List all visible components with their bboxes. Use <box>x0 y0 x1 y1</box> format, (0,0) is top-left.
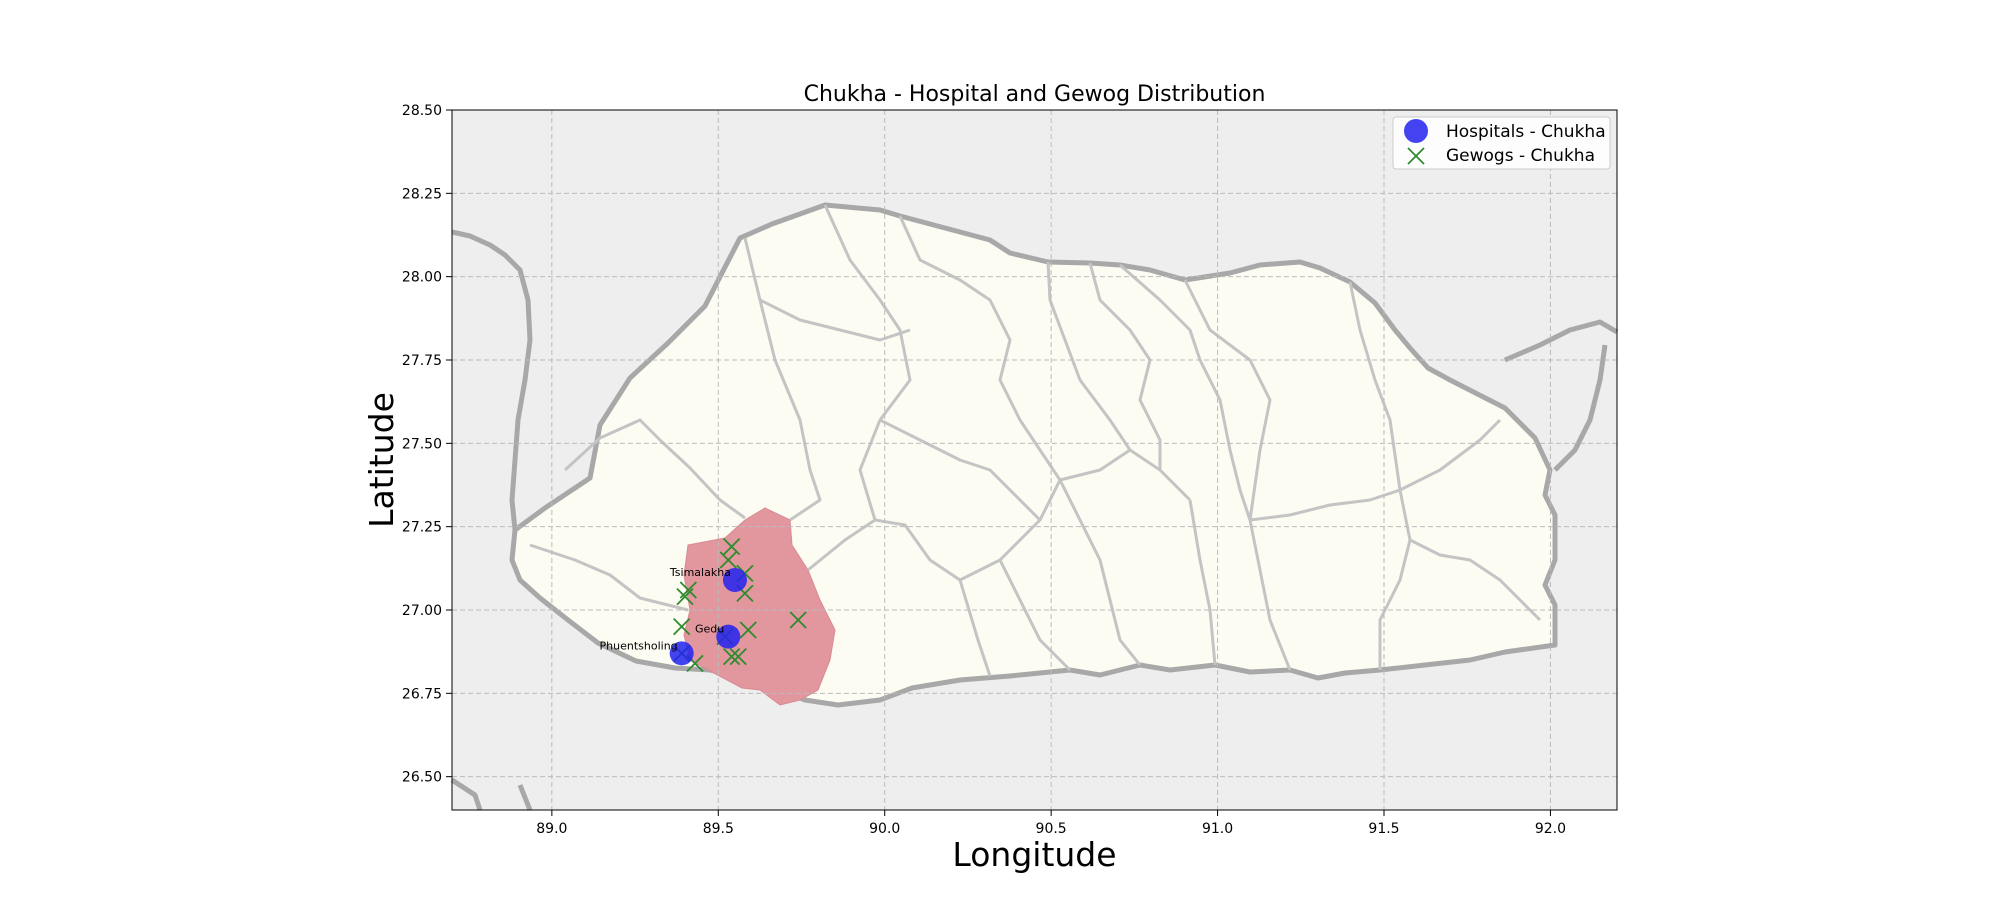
y-tick-label: 27.00 <box>402 603 442 619</box>
international-borders <box>450 229 1619 811</box>
x-tick-label: 90.5 <box>1036 821 1067 837</box>
y-tick-label: 26.50 <box>402 770 442 786</box>
x-tick-label: 90.0 <box>869 821 900 837</box>
map-layer <box>450 202 1619 811</box>
gewog-marker <box>739 621 757 639</box>
x-tick-label: 91.0 <box>1202 821 1233 837</box>
legend: Hospitals - Chukha Gewogs - Chukha <box>1392 116 1611 170</box>
y-tick-label: 28.50 <box>402 103 442 119</box>
y-tick-label: 27.75 <box>402 353 442 369</box>
gewog-marker <box>722 538 741 556</box>
hospital-label: Gedu <box>695 623 724 636</box>
gewog-marker <box>719 551 737 569</box>
hospital-marker <box>722 568 747 592</box>
legend-hospital-marker <box>1404 119 1428 143</box>
legend-hospitals-label: Hospitals - Chukha <box>1446 122 1606 142</box>
x-tick-label: 92.0 <box>1535 821 1566 837</box>
y-axis-label: Latitude <box>362 392 401 528</box>
axis-ticks: 89.0 89.5 90.0 90.5 91.0 91.5 92.0 26.50 26.75 27… <box>402 103 1566 837</box>
hospital-label: Phuentsholing <box>600 639 678 652</box>
y-tick-label: 27.25 <box>402 520 442 536</box>
district-borders <box>529 204 1542 677</box>
legend-box <box>1392 116 1611 170</box>
x-tick-label: 89.0 <box>536 821 567 837</box>
data-marks: Tsimalakha Gedu Phuentsholing <box>600 538 807 672</box>
gewog-marker <box>789 611 807 629</box>
hospital-label: Tsimalakha <box>669 566 731 579</box>
x-tick-label: 89.5 <box>703 821 734 837</box>
axes-frame <box>451 109 1618 811</box>
gewog-marker <box>722 648 741 666</box>
x-tick-label: 91.5 <box>1368 821 1399 837</box>
gewog-marker <box>676 588 694 606</box>
legend-gewogs-label: Gewogs - Chukha <box>1446 146 1595 166</box>
hospital-marker <box>716 624 741 649</box>
legend-gewog-marker <box>1407 147 1425 165</box>
gewog-marker <box>673 618 691 636</box>
x-axis-label: Longitude <box>952 835 1116 874</box>
y-tick-label: 28.25 <box>402 186 442 202</box>
hospital-marker <box>669 641 694 666</box>
chart-title: Chukha - Hospital and Gewog Distribution <box>804 82 1266 107</box>
y-tick-label: 27.50 <box>402 436 442 452</box>
y-tick-label: 28.00 <box>402 270 442 286</box>
gewog-marker <box>729 648 747 666</box>
y-tick-label: 26.75 <box>402 686 442 702</box>
